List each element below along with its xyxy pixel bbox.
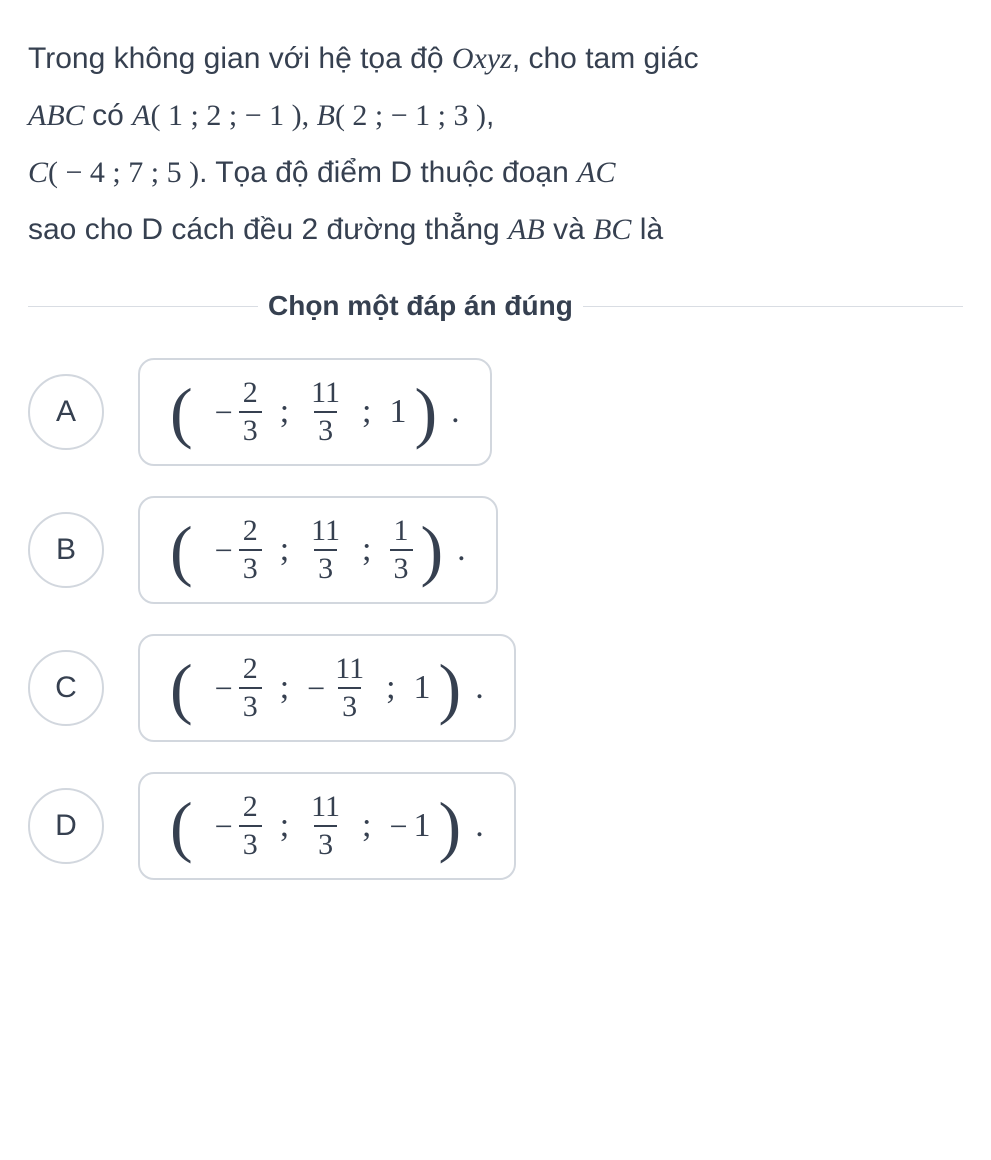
instruction-line-right bbox=[583, 306, 963, 307]
choices-container: A (−23;113;1). B (−23;113;13). C (−23;−113;1)… bbox=[28, 358, 963, 880]
q-A: A bbox=[132, 99, 150, 132]
q-co: có bbox=[92, 99, 132, 132]
q-C-coords: ( − 4 ; 7 ; 5 ) bbox=[48, 156, 199, 189]
q-C: C bbox=[28, 156, 48, 189]
q-abc: ABC bbox=[28, 99, 85, 132]
q-part1: Trong không gian với hệ tọa độ bbox=[28, 42, 452, 75]
choice-letter-c[interactable]: C bbox=[28, 650, 104, 726]
question-text: Trong không gian với hệ tọa độ Oxyz, cho… bbox=[28, 30, 963, 258]
q-comma: , bbox=[302, 99, 317, 132]
q-la: là bbox=[631, 213, 663, 246]
instruction-text: Chọn một đáp án đúng bbox=[258, 290, 583, 322]
q-line4-pre: sao cho D cách đều 2 đường thẳng bbox=[28, 213, 508, 246]
q-part1b: , cho tam giác bbox=[512, 42, 699, 75]
choice-box-d[interactable]: (−23;113;−1). bbox=[138, 772, 516, 880]
choice-letter-a[interactable]: A bbox=[28, 374, 104, 450]
choice-letter-d[interactable]: D bbox=[28, 788, 104, 864]
choice-row-d: D (−23;113;−1). bbox=[28, 772, 963, 880]
choice-row-c: C (−23;−113;1). bbox=[28, 634, 963, 742]
choice-box-b[interactable]: (−23;113;13). bbox=[138, 496, 498, 604]
instruction-line-left bbox=[28, 306, 258, 307]
q-B-coords: ( 2 ; − 1 ; 3 ) bbox=[335, 99, 486, 132]
choice-box-c[interactable]: (−23;−113;1). bbox=[138, 634, 516, 742]
choice-letter-b[interactable]: B bbox=[28, 512, 104, 588]
q-A-coords: ( 1 ; 2 ; − 1 ) bbox=[151, 99, 302, 132]
choice-row-a: A (−23;113;1). bbox=[28, 358, 963, 466]
q-B: B bbox=[317, 99, 335, 132]
q-mid: . Tọa độ điểm D thuộc đoạn bbox=[199, 156, 577, 189]
choice-row-b: B (−23;113;13). bbox=[28, 496, 963, 604]
q-oxyz: Oxyz bbox=[452, 42, 512, 75]
q-va: và bbox=[545, 213, 593, 246]
q-BC: BC bbox=[593, 213, 631, 246]
choice-box-a[interactable]: (−23;113;1). bbox=[138, 358, 492, 466]
q-AC: AC bbox=[577, 156, 615, 189]
q-AB: AB bbox=[508, 213, 545, 246]
instruction-row: Chọn một đáp án đúng bbox=[28, 290, 963, 322]
